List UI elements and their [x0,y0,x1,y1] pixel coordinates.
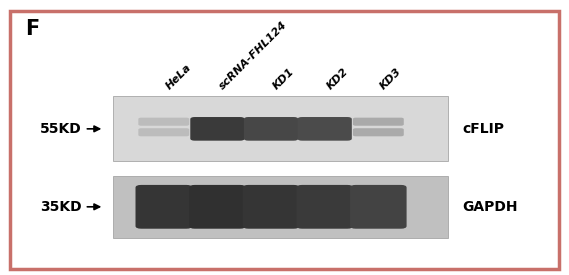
FancyBboxPatch shape [189,185,246,229]
FancyBboxPatch shape [243,185,299,229]
FancyBboxPatch shape [296,185,353,229]
Text: 35KD: 35KD [40,200,82,214]
FancyBboxPatch shape [353,128,404,136]
Text: KD3: KD3 [378,66,403,91]
Text: KD1: KD1 [271,66,296,91]
FancyBboxPatch shape [135,185,192,229]
Text: HeLa: HeLa [164,62,193,91]
Text: scRNA-FHL124: scRNA-FHL124 [217,19,289,91]
Text: GAPDH: GAPDH [462,200,517,214]
FancyBboxPatch shape [244,117,298,141]
FancyBboxPatch shape [138,128,189,136]
FancyBboxPatch shape [190,117,245,141]
FancyBboxPatch shape [350,185,407,229]
FancyBboxPatch shape [138,118,189,126]
FancyBboxPatch shape [353,118,404,126]
Text: cFLIP: cFLIP [462,122,504,136]
Text: 55KD: 55KD [40,122,82,136]
Text: KD2: KD2 [325,66,350,91]
FancyBboxPatch shape [113,176,448,238]
Text: F: F [25,18,40,38]
FancyBboxPatch shape [113,97,448,161]
FancyBboxPatch shape [298,117,352,141]
